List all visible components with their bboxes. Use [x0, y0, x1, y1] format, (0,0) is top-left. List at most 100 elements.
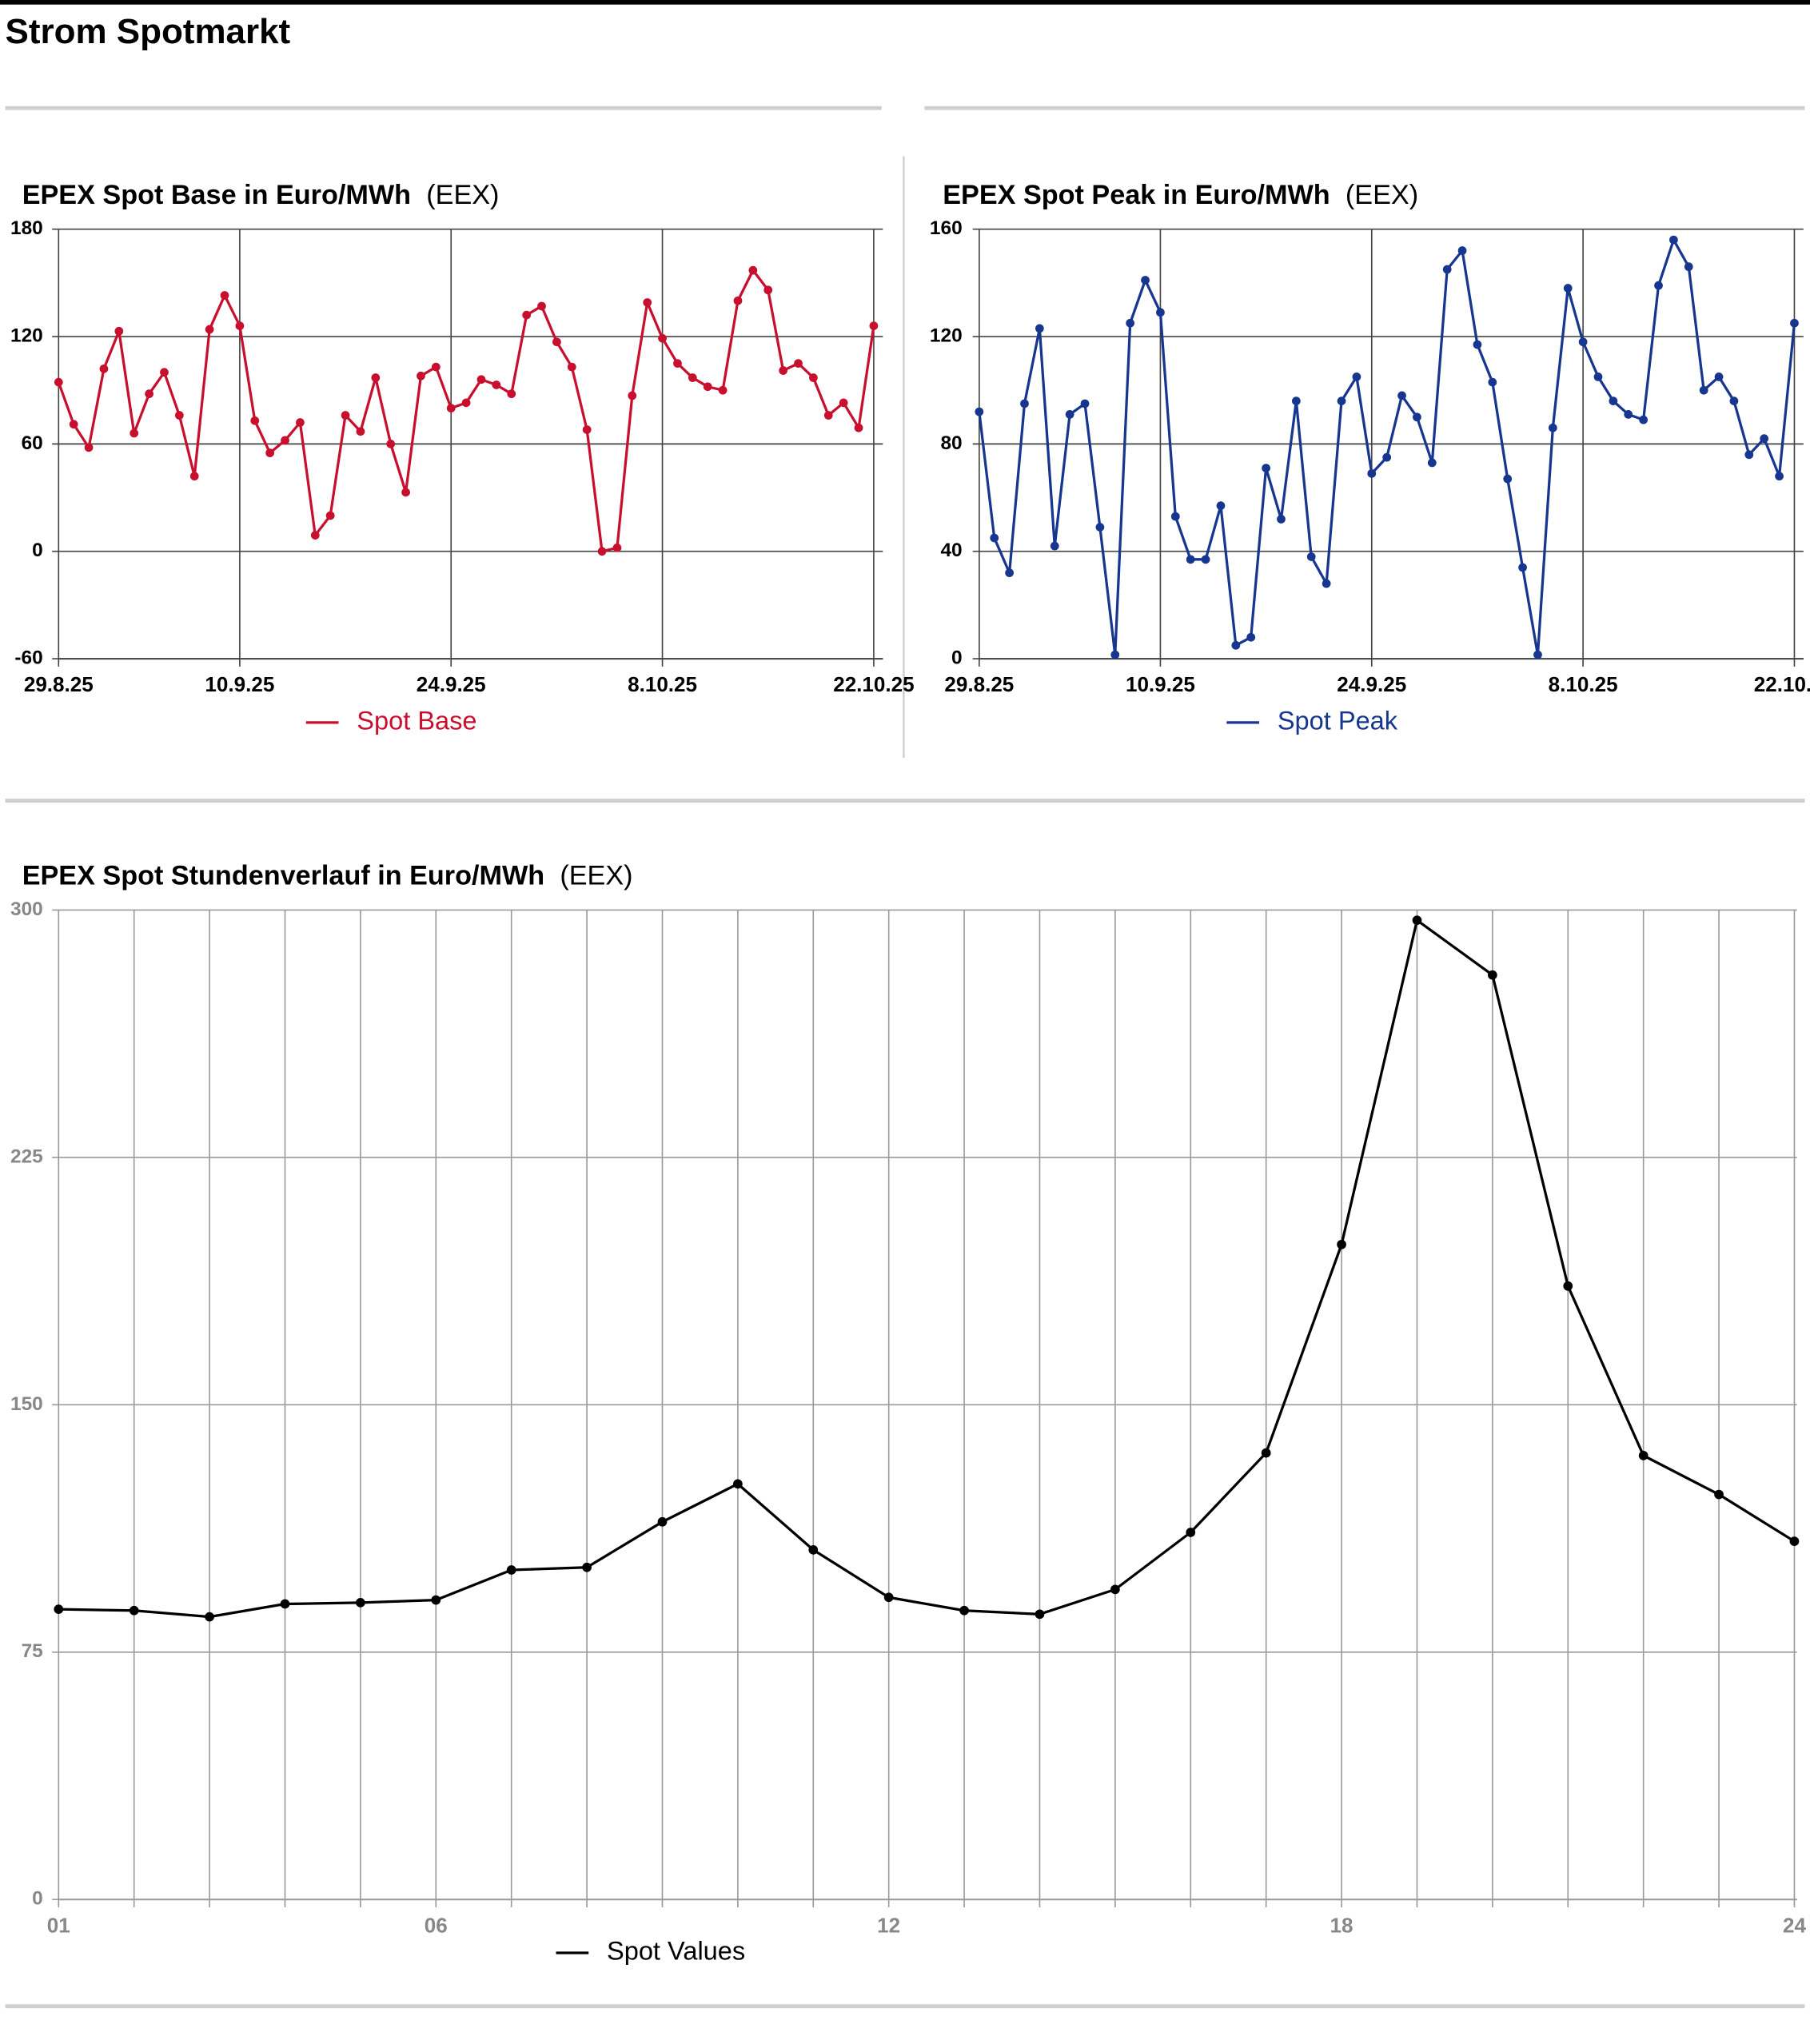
chart-title-text: EPEX Spot Base in Euro/MWh	[22, 180, 411, 210]
data-point	[1306, 552, 1316, 561]
data-point	[1593, 373, 1603, 381]
data-point	[1638, 1451, 1649, 1460]
data-point	[1382, 452, 1392, 462]
y-tick-label: 60	[22, 432, 43, 454]
y-tick-label: 160	[930, 217, 963, 239]
data-point	[1473, 340, 1482, 349]
data-point	[657, 1516, 668, 1527]
data-point	[1624, 410, 1633, 419]
x-tick-label: 24.9.25	[1337, 672, 1406, 696]
data-point	[1095, 523, 1105, 532]
data-point	[733, 296, 743, 305]
data-point	[280, 1599, 290, 1609]
data-point	[1412, 915, 1422, 926]
chart-title: EPEX Spot Stundenverlauf in Euro/MWh (EE…	[22, 861, 633, 891]
data-point	[779, 366, 787, 375]
data-point	[1035, 324, 1044, 333]
legend-label: Spot Peak	[1278, 707, 1398, 735]
data-point	[975, 407, 984, 416]
data-point	[1050, 541, 1059, 551]
data-point	[1654, 281, 1663, 290]
data-point	[718, 385, 728, 395]
data-point	[1216, 501, 1226, 511]
data-point	[1427, 458, 1437, 468]
data-point	[174, 411, 184, 420]
data-point	[1156, 308, 1165, 317]
data-point	[1262, 464, 1270, 472]
data-point	[1065, 410, 1074, 419]
y-tick-label: 0	[951, 647, 963, 669]
y-tick-label: 120	[10, 325, 43, 346]
data-point	[763, 285, 773, 295]
data-point	[446, 404, 456, 412]
data-point	[1261, 1448, 1271, 1458]
data-point	[1367, 468, 1377, 478]
data-point	[130, 428, 139, 438]
data-point	[1337, 396, 1346, 406]
y-tick-label: 300	[10, 898, 43, 920]
x-tick-label: 10.9.25	[205, 672, 274, 696]
series-line	[57, 269, 875, 553]
data-point	[1352, 373, 1361, 381]
data-point	[145, 389, 153, 399]
data-point	[386, 439, 396, 448]
x-tick-label: 8.10.25	[628, 672, 697, 696]
data-point	[265, 448, 275, 457]
data-point	[235, 321, 245, 330]
data-point	[99, 364, 109, 373]
chart-title-text: EPEX Spot Peak in Euro/MWh	[943, 180, 1330, 210]
x-tick-label: 8.10.25	[1549, 672, 1618, 696]
y-tick-label: 180	[10, 217, 43, 239]
data-point	[537, 301, 546, 311]
x-tick-label: 18	[1330, 1913, 1354, 1937]
chart-title-text: EPEX Spot Stundenverlauf in Euro/MWh	[22, 861, 544, 891]
data-point	[1126, 318, 1135, 328]
y-tick-label: 225	[10, 1146, 43, 1167]
data-point	[160, 368, 169, 377]
data-point	[1548, 423, 1557, 432]
data-point	[990, 533, 999, 543]
data-point	[643, 298, 652, 307]
data-point	[69, 420, 78, 429]
data-point	[1789, 1536, 1800, 1547]
data-point	[1487, 970, 1497, 980]
data-point	[1760, 434, 1769, 444]
data-point	[1413, 412, 1421, 422]
data-point	[597, 547, 607, 556]
legend-label: Spot Values	[607, 1937, 745, 1966]
data-point	[220, 291, 229, 300]
data-point	[612, 543, 622, 552]
data-point	[492, 381, 501, 389]
data-point	[883, 1592, 894, 1603]
data-point	[205, 1612, 214, 1622]
data-point	[281, 436, 289, 445]
data-point	[461, 398, 471, 408]
data-point	[1699, 385, 1708, 395]
data-point	[1518, 563, 1527, 572]
y-tick-label: 0	[32, 1888, 43, 1910]
data-point	[1639, 415, 1649, 424]
data-point	[673, 359, 682, 368]
data-point	[1488, 377, 1497, 387]
data-point	[506, 1565, 516, 1575]
data-point	[839, 398, 848, 408]
data-point	[582, 1562, 592, 1572]
y-tick-label: 0	[32, 540, 43, 561]
data-point	[1035, 1609, 1045, 1620]
data-point	[1277, 515, 1286, 524]
x-tick-label: 22.10.25	[833, 672, 914, 696]
x-tick-label: 22.10.25	[1754, 672, 1810, 696]
data-point	[325, 511, 335, 520]
data-point	[808, 1545, 819, 1555]
data-point	[1231, 640, 1241, 650]
data-point	[1669, 235, 1678, 245]
data-point	[582, 425, 592, 434]
data-point	[250, 416, 260, 425]
data-point	[628, 391, 637, 400]
data-point	[296, 418, 305, 427]
data-point	[1291, 396, 1301, 406]
x-tick-label: 06	[425, 1913, 448, 1937]
data-point	[356, 1598, 365, 1608]
data-point	[1684, 262, 1693, 272]
